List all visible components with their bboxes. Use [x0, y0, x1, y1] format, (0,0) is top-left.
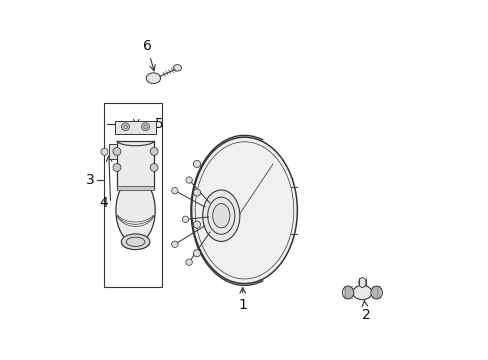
Ellipse shape [101, 148, 108, 156]
Ellipse shape [342, 286, 353, 299]
Ellipse shape [193, 221, 200, 228]
Text: 3: 3 [85, 173, 94, 187]
Ellipse shape [121, 234, 149, 249]
Ellipse shape [191, 137, 297, 284]
Text: 4: 4 [100, 196, 108, 210]
Ellipse shape [171, 241, 178, 248]
Bar [117, 186, 154, 190]
Ellipse shape [193, 249, 200, 257]
Ellipse shape [171, 188, 178, 194]
Text: 2: 2 [361, 301, 369, 322]
Bar [104, 103, 162, 287]
Ellipse shape [185, 259, 192, 265]
Ellipse shape [212, 203, 229, 228]
Bar [108, 144, 117, 159]
Ellipse shape [185, 177, 192, 183]
Text: 5: 5 [155, 117, 163, 131]
Bar [115, 121, 156, 134]
Ellipse shape [173, 64, 181, 71]
Ellipse shape [182, 216, 188, 222]
Ellipse shape [150, 148, 158, 156]
Ellipse shape [116, 177, 155, 243]
Text: 6: 6 [142, 39, 155, 71]
Ellipse shape [193, 189, 200, 196]
Ellipse shape [370, 286, 382, 299]
Ellipse shape [122, 123, 129, 131]
Ellipse shape [113, 163, 121, 171]
Text: 1: 1 [238, 288, 246, 312]
Ellipse shape [113, 148, 121, 156]
Ellipse shape [358, 278, 365, 288]
Ellipse shape [150, 163, 158, 171]
Ellipse shape [207, 197, 234, 234]
Bar [117, 141, 154, 189]
Ellipse shape [352, 285, 371, 300]
Ellipse shape [203, 190, 240, 242]
Ellipse shape [193, 160, 200, 167]
Ellipse shape [146, 73, 160, 84]
Ellipse shape [142, 123, 149, 131]
